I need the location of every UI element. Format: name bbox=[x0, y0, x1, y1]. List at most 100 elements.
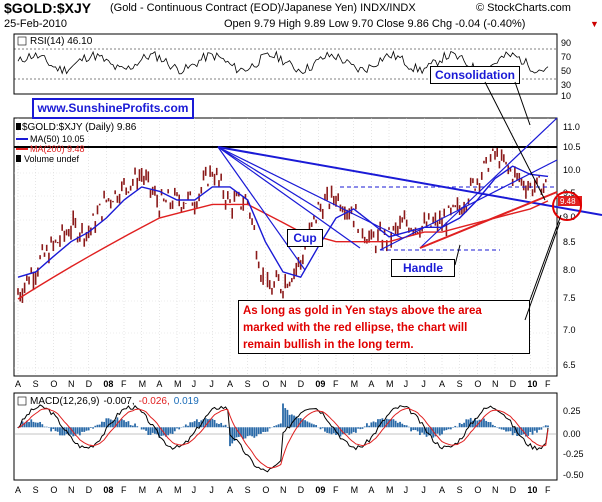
macd-histogram-bar bbox=[248, 427, 251, 436]
macd-histogram-bar bbox=[32, 421, 35, 428]
chart-description: (Gold - Continuous Contract (EOD)/Japane… bbox=[110, 2, 416, 14]
macd-histogram-bar bbox=[213, 419, 216, 428]
price-tick: 10.0 bbox=[563, 165, 581, 175]
macd-histogram-bar bbox=[189, 422, 192, 428]
macd-histogram-bar bbox=[125, 421, 128, 428]
macd-histogram-bar bbox=[447, 427, 450, 430]
macd-histogram-bar bbox=[381, 418, 384, 428]
macd-histogram-bar bbox=[101, 421, 103, 428]
trend-line bbox=[217, 146, 361, 249]
month-label: J bbox=[421, 379, 426, 389]
macd-histogram-bar bbox=[341, 427, 344, 435]
macd-histogram-bar bbox=[229, 427, 231, 447]
month-label: A bbox=[439, 485, 445, 495]
macd-histogram-bar bbox=[169, 427, 172, 434]
macd-histogram-bar bbox=[89, 427, 92, 428]
macd-histogram-bar bbox=[474, 418, 477, 428]
macd-histogram-bar bbox=[167, 427, 170, 436]
dropdown-arrow-icon[interactable]: ▼ bbox=[590, 19, 599, 29]
month-label: J bbox=[209, 379, 214, 389]
month-label: J bbox=[421, 485, 426, 495]
macd-histogram-bar bbox=[251, 427, 253, 437]
ma200-value-tag-text: 9.48 bbox=[560, 197, 576, 206]
macd-histogram-bar bbox=[160, 427, 163, 436]
macd-histogram-bar bbox=[487, 421, 490, 428]
macd-histogram-bar bbox=[372, 421, 375, 428]
month-label: N bbox=[492, 379, 499, 389]
macd-histogram-bar bbox=[264, 427, 267, 432]
month-label: M bbox=[351, 485, 359, 495]
trend-line bbox=[217, 146, 306, 271]
month-label: O bbox=[50, 485, 57, 495]
month-label: F bbox=[545, 379, 551, 389]
macd-histogram-bar bbox=[377, 419, 379, 428]
macd-histogram-bar bbox=[140, 427, 143, 430]
macd-histogram-bar bbox=[36, 422, 39, 428]
macd-histogram-bar bbox=[76, 427, 79, 434]
macd-histogram-bar bbox=[414, 427, 417, 431]
macd-histogram-bar bbox=[224, 424, 227, 428]
price-label-marker bbox=[16, 123, 21, 130]
month-label: O bbox=[50, 379, 57, 389]
macd-histogram-bar bbox=[476, 420, 479, 428]
macd-histogram-bar bbox=[171, 427, 174, 434]
macd-histogram-bar bbox=[39, 421, 41, 428]
bullish-note-line: remain bullish in the long term. bbox=[243, 339, 414, 351]
macd-histogram-bar bbox=[324, 427, 326, 432]
macd-histogram-bar bbox=[21, 421, 24, 428]
macd-histogram-bar bbox=[56, 427, 59, 432]
month-label: J bbox=[209, 485, 214, 495]
macd-tick: 0.25 bbox=[563, 406, 581, 416]
macd-histogram-bar bbox=[96, 424, 99, 428]
trend-line bbox=[217, 146, 321, 211]
macd-histogram-bar bbox=[202, 419, 205, 428]
macd-histogram-bar bbox=[396, 422, 399, 428]
macd-histogram-bar bbox=[41, 424, 44, 428]
rsi-frame bbox=[13, 33, 558, 95]
month-label: N bbox=[492, 485, 499, 495]
macd-histogram-bar bbox=[509, 427, 512, 432]
macd-histogram-bar bbox=[328, 427, 331, 434]
macd-hist-value: 0.019 bbox=[174, 396, 199, 407]
macd-histogram-bar bbox=[123, 420, 125, 428]
month-label: F bbox=[333, 379, 339, 389]
macd-histogram-bar bbox=[478, 419, 481, 428]
month-label: A bbox=[15, 485, 21, 495]
macd-histogram-bar bbox=[315, 425, 318, 428]
month-label: M bbox=[386, 485, 394, 495]
macd-histogram-bar bbox=[359, 427, 362, 430]
macd-histogram-bar bbox=[538, 427, 541, 430]
macd-histogram-bar bbox=[114, 420, 117, 428]
macd-histogram-bar bbox=[288, 414, 291, 428]
macd-histogram-bar bbox=[30, 419, 33, 428]
macd-histogram-bar bbox=[368, 425, 371, 428]
macd-histogram-bar bbox=[350, 427, 353, 434]
macd-histogram-bar bbox=[34, 422, 37, 428]
macd-histogram-bar bbox=[131, 425, 134, 428]
macd-histogram-bar bbox=[467, 419, 470, 428]
stockcharts-credit[interactable]: © StockCharts.com bbox=[476, 2, 571, 14]
macd-histogram-bar bbox=[275, 425, 278, 428]
macd-histogram-bar bbox=[388, 419, 390, 428]
macd-histogram-bar bbox=[427, 427, 430, 436]
macd-histogram-bar bbox=[385, 418, 388, 428]
macd-histogram-bar bbox=[195, 419, 198, 428]
website-label[interactable]: www.SunshineProfits.com bbox=[32, 98, 194, 119]
macd-histogram-bar bbox=[198, 422, 200, 428]
macd-histogram-bar bbox=[458, 422, 461, 428]
month-axis-bottom: A S O N D 08 F M A M J J A S O N D 09 F M A M J J A S O N D 10 F bbox=[15, 485, 551, 495]
macd-histogram-bar bbox=[348, 427, 351, 435]
macd-tick: -0.50 bbox=[563, 470, 584, 480]
macd-label-marker bbox=[17, 396, 27, 406]
macd-histogram-bar bbox=[136, 426, 139, 428]
macd-histogram-bar bbox=[410, 427, 412, 432]
macd-histogram-bar bbox=[465, 419, 468, 428]
macd-histogram-bar bbox=[129, 425, 132, 428]
macd-histogram-bar bbox=[390, 419, 393, 428]
macd-histogram-bar bbox=[518, 427, 521, 436]
macd-histogram-bar bbox=[379, 419, 382, 428]
macd-label-prefix: MACD(12,26,9) bbox=[30, 396, 99, 407]
macd-histogram-bar bbox=[52, 427, 55, 430]
consolidation-label: Consolidation bbox=[430, 66, 520, 84]
macd-histogram-bar bbox=[45, 426, 48, 428]
